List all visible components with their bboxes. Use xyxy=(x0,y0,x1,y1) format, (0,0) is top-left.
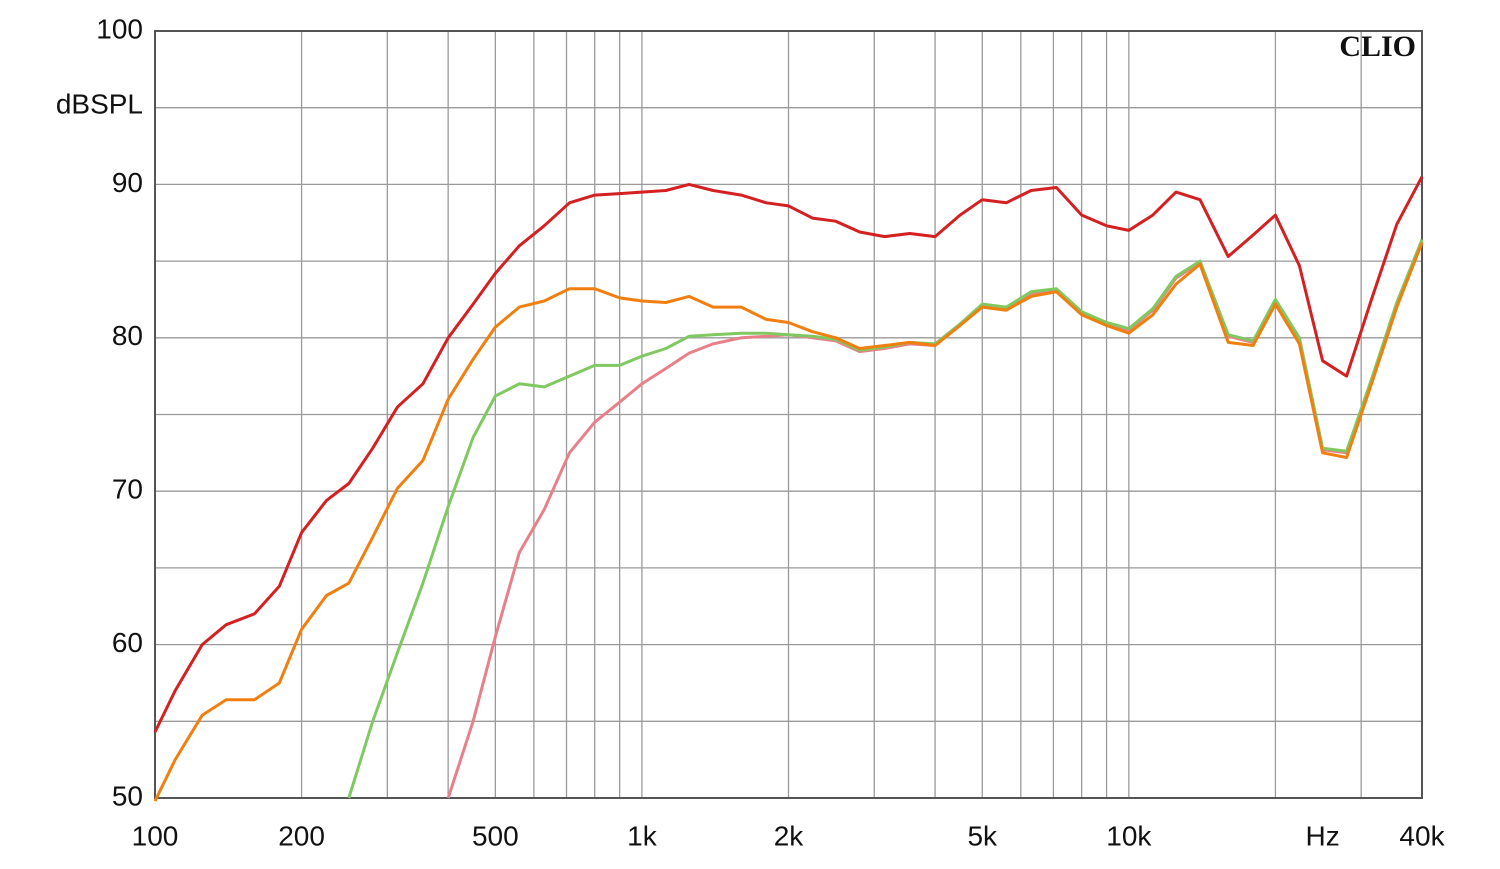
y-tick-label: 100 xyxy=(96,13,143,44)
x-tick-label: 10k xyxy=(1106,820,1152,851)
y-tick-label: 60 xyxy=(112,627,143,658)
x-tick-label: 200 xyxy=(278,820,325,851)
x-tick-label: Hz xyxy=(1305,820,1339,851)
x-tick-label: 1k xyxy=(627,820,658,851)
y-tick-label: 80 xyxy=(112,320,143,351)
x-tick-label: 5k xyxy=(967,820,998,851)
y-axis-label: dBSPL xyxy=(56,88,143,119)
x-tick-label: 2k xyxy=(774,820,805,851)
series-line xyxy=(153,242,1424,802)
x-tick-label: 500 xyxy=(472,820,519,851)
x-tick-label: 100 xyxy=(132,820,179,851)
watermark: CLIO xyxy=(1339,30,1416,63)
x-tick-label: 40k xyxy=(1399,820,1445,851)
series-line xyxy=(153,175,1424,733)
y-tick-label: 90 xyxy=(112,167,143,198)
plot-frame xyxy=(154,30,1423,799)
series-line xyxy=(347,239,1424,799)
y-tick-label: 50 xyxy=(112,780,143,811)
y-tick-label: 70 xyxy=(112,474,143,505)
